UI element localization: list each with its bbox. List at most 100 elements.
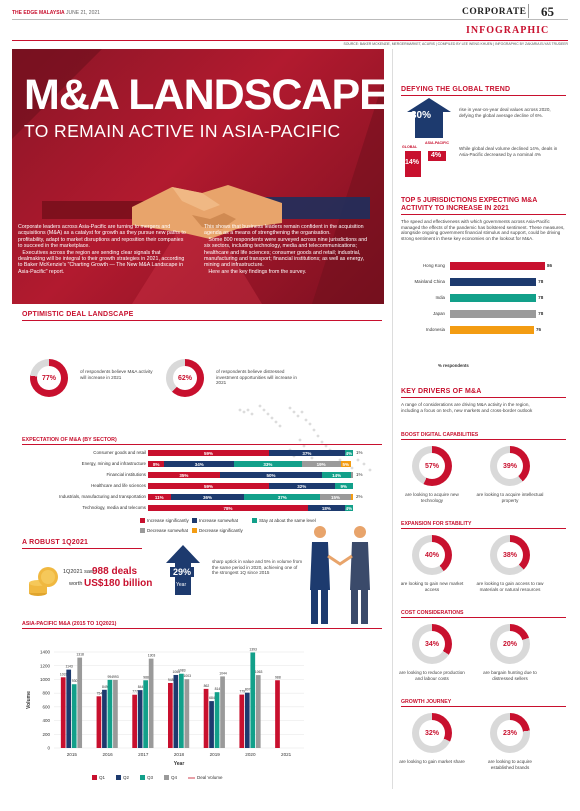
apac-bar-value: 807 [245,688,251,692]
driver-text: are looking to gain market share [399,759,465,764]
apac-bar-value: 994 [107,675,113,679]
legend-swatch [92,775,97,780]
expectation-legend-item: Decrease somewhat [140,528,188,533]
top5-title: TOP 5 JURISDICTIONS EXPECTING M&A ACTIVI… [401,197,538,212]
robust-text: sharp uptick in value and 5% in volume f… [212,559,303,576]
legend-swatch [140,528,145,533]
expectation-row-label: Energy, mining and infrastructure [81,461,146,466]
drivers-text: A range of considerations are driving M&… [401,402,533,413]
driver-donut: 57% [412,446,452,486]
driver-pct: 34% [419,631,445,657]
expectation-legend-item: Decrease significantly [192,528,243,533]
expectation-segment: 19% [301,461,341,467]
apac-chart-title: ASIA-PACIFIC M&A (2015 TO 1Q2021) [22,621,117,627]
top5-bar-value: 78 [538,311,544,316]
apac-bar-value: 1318 [76,653,84,657]
expectation-row-bar: 35% 50% 14% [148,472,353,478]
trend-pct: 30% [411,110,432,121]
legend-label: Q4 [171,775,178,780]
optimistic-donut-1: 77% [30,359,68,397]
expectation-segment: 33% [234,461,302,467]
expectation-segment: 15% [320,494,351,500]
page-number: 65 [541,4,554,19]
apac-bar-value: 754 [96,691,102,695]
apac-bar-value: 684 [209,696,215,700]
trend-title: DEFYING THE GLOBAL TREND [401,86,511,93]
deals-count: 988 deals [92,566,138,577]
top5-bar-label: India [435,295,445,300]
expectation-row-bar: 59% 37% 4% [148,450,353,456]
apac-bar-value: 988 [275,675,281,679]
apac-legend-item: Q1 [92,775,105,780]
driver-text: are bargain hunting due to distressed se… [483,670,537,681]
y-tick-label: 800 [42,691,50,696]
expectation-segment: 59% [148,450,269,456]
deals-prefix: 1Q2021 saw [63,569,94,575]
legend-swatch [188,776,195,779]
apac-bar-value: 862 [204,684,210,688]
apac-bar [239,694,245,748]
driver-text: are looking to reduce production and lab… [399,670,465,681]
driver-group-rule [401,439,566,440]
x-tick-label: 2019 [210,752,221,757]
apac-bar [250,652,256,748]
driver-pct: 39% [497,453,523,479]
legend-label: Stay at about the same level [259,518,316,523]
apac-bar-value: 779 [239,690,245,694]
driver-pct: 23% [497,720,523,746]
expectation-segment: 8% [148,461,165,467]
apac-bar [168,682,173,748]
apac-legend-item: Q4 [164,775,177,780]
legend-swatch [116,775,121,780]
apac-label: ASIA-PACIFIC [425,141,449,145]
subsection-name: INFOGRAPHIC [466,25,550,36]
robust-rule [22,548,142,549]
optimistic-donut-2: 62% [166,359,204,397]
optimistic-title: OPTIMISTIC DEAL LANDSCAPE [22,311,134,318]
driver-group-title: COST CONSIDERATIONS [401,610,464,616]
hero-subtitle: TO REMAIN ACTIVE IN ASIA-PACIFIC [24,121,341,141]
apac-bar [60,677,66,748]
trend-text-2: While global deal volume declined 14%, d… [459,146,558,157]
top5-bar-value: 78 [538,295,544,300]
legend-swatch [164,775,169,780]
apac-bar-value: 993 [113,675,119,679]
expectation-end-label: 1% [356,472,363,477]
y-tick-label: 0 [47,746,50,751]
legend-label: Increase significantly [147,518,189,523]
apac-bar-value: 844 [138,685,144,689]
apac-bar [428,151,446,161]
optimistic-text-1: of respondents believe M&A activity will… [80,369,153,380]
expectation-row-bar: 78% 18% 4% [148,505,353,511]
hero-background-art [12,49,384,304]
drivers-rule [401,397,566,398]
apac-pct: 4% [431,152,442,159]
top5-text: The speed and effectiveness with which g… [401,219,565,241]
driver-donut: 32% [412,713,452,753]
driver-text: are looking to acquire new technology [405,492,459,503]
top5-bar [450,278,537,286]
brand: THE EDGE MALAYSIA [12,10,65,16]
legend-label: Increase somewhat [199,518,239,523]
apac-bar [209,701,214,748]
expectation-rule [22,444,382,445]
expectation-row-label: Financial institutions [106,472,146,477]
driver-group-rule [401,617,566,618]
expectation-legend-item: Increase significantly [140,518,189,523]
driver-donut: 39% [490,446,530,486]
intro-column-2: This shows that business leaders remain … [204,224,368,275]
apac-bar [203,688,209,748]
masthead: THE EDGE MALAYSIA JUNE 21, 2021 CORPORAT… [0,0,580,36]
drivers-title: KEY DRIVERS OF M&A [401,388,482,395]
top5-rule [401,214,566,215]
apac-legend-item: Q2 [116,775,129,780]
masthead-rule [12,19,568,20]
apac-bar [102,689,107,748]
driver-text: are looking to gain access to raw materi… [476,581,544,592]
x-tick-label: 2021 [281,752,292,757]
apac-legend-item: Q3 [140,775,153,780]
driver-group-rule [401,706,566,707]
apac-bar [113,679,118,748]
legend-label: Q1 [99,775,106,780]
apac-bar-value: 814 [215,687,221,691]
